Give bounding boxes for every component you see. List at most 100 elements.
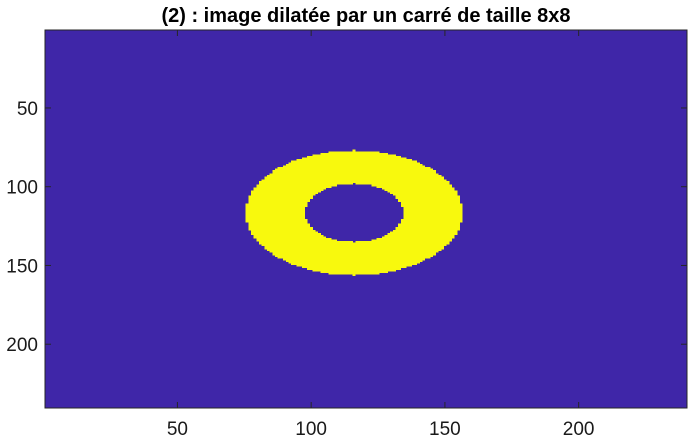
image-pixel bbox=[256, 204, 260, 207]
image-pixel bbox=[320, 237, 324, 240]
image-pixel bbox=[291, 184, 295, 187]
image-pixel bbox=[269, 217, 273, 220]
image-pixel bbox=[291, 250, 295, 253]
image-pixel bbox=[320, 239, 324, 242]
image-pixel bbox=[398, 233, 402, 236]
image-pixel bbox=[355, 182, 359, 185]
image-pixel bbox=[333, 248, 337, 251]
image-pixel bbox=[277, 255, 281, 258]
image-pixel bbox=[299, 168, 303, 171]
image-pixel bbox=[390, 255, 394, 258]
image-pixel bbox=[352, 159, 356, 162]
image-pixel bbox=[341, 163, 345, 166]
image-pixel bbox=[307, 160, 311, 163]
image-pixel bbox=[382, 168, 386, 171]
image-pixel bbox=[250, 225, 254, 228]
image-pixel bbox=[454, 222, 458, 225]
image-pixel bbox=[363, 242, 367, 245]
image-pixel bbox=[341, 269, 345, 272]
image-pixel bbox=[259, 225, 263, 228]
image-pixel bbox=[285, 168, 289, 171]
image-pixel bbox=[349, 156, 353, 158]
image-pixel bbox=[325, 159, 329, 162]
image-pixel bbox=[277, 190, 281, 193]
image-pixel bbox=[451, 233, 455, 236]
image-pixel bbox=[285, 176, 289, 179]
x-tick-label: 150 bbox=[429, 419, 461, 440]
image-pixel bbox=[285, 179, 289, 182]
image-pixel bbox=[288, 244, 292, 247]
image-pixel bbox=[259, 185, 263, 188]
image-pixel bbox=[250, 226, 254, 229]
image-pixel bbox=[293, 214, 297, 217]
image-pixel bbox=[341, 264, 345, 267]
image-pixel bbox=[403, 203, 407, 206]
image-pixel bbox=[424, 219, 428, 221]
image-pixel bbox=[304, 236, 308, 239]
image-pixel bbox=[315, 247, 319, 250]
image-pixel bbox=[301, 226, 305, 229]
image-pixel bbox=[411, 223, 415, 226]
image-pixel bbox=[406, 230, 410, 232]
image-pixel bbox=[269, 214, 273, 217]
image-pixel bbox=[398, 236, 402, 239]
image-pixel bbox=[299, 190, 303, 193]
image-pixel bbox=[390, 190, 394, 193]
image-pixel bbox=[456, 223, 460, 226]
image-pixel bbox=[288, 163, 292, 166]
image-pixel bbox=[325, 174, 329, 177]
image-pixel bbox=[427, 182, 431, 185]
image-pixel bbox=[293, 181, 297, 184]
image-pixel bbox=[325, 184, 329, 187]
image-pixel bbox=[264, 176, 268, 179]
image-pixel bbox=[363, 241, 367, 243]
image-pixel bbox=[323, 178, 327, 180]
image-pixel bbox=[416, 168, 420, 171]
image-pixel bbox=[430, 220, 434, 223]
image-pixel bbox=[288, 211, 292, 214]
image-pixel bbox=[368, 252, 372, 254]
image-pixel bbox=[392, 167, 396, 169]
image-pixel bbox=[323, 248, 327, 251]
image-pixel bbox=[259, 195, 263, 198]
image-pixel bbox=[280, 220, 284, 223]
image-pixel bbox=[280, 244, 284, 247]
image-pixel bbox=[414, 217, 418, 220]
image-pixel bbox=[379, 171, 383, 174]
image-pixel bbox=[333, 272, 337, 275]
image-pixel bbox=[419, 170, 423, 173]
image-pixel bbox=[406, 198, 410, 201]
image-pixel bbox=[328, 258, 332, 261]
image-pixel bbox=[379, 237, 383, 240]
image-pixel bbox=[414, 198, 418, 201]
image-pixel bbox=[376, 170, 380, 173]
image-pixel bbox=[368, 241, 372, 243]
image-pixel bbox=[277, 252, 281, 254]
image-pixel bbox=[320, 170, 324, 173]
image-pixel bbox=[395, 190, 399, 193]
image-pixel bbox=[424, 228, 428, 231]
image-pixel bbox=[448, 211, 452, 214]
image-pixel bbox=[250, 223, 254, 226]
image-pixel bbox=[398, 192, 402, 195]
image-pixel bbox=[422, 242, 426, 245]
image-pixel bbox=[406, 192, 410, 195]
image-pixel bbox=[387, 176, 391, 179]
image-pixel bbox=[267, 204, 271, 207]
image-pixel bbox=[309, 258, 313, 261]
image-pixel bbox=[253, 200, 257, 203]
image-pixel bbox=[267, 184, 271, 187]
image-pixel bbox=[414, 206, 418, 209]
image-pixel bbox=[456, 226, 460, 229]
image-pixel bbox=[312, 248, 316, 251]
image-pixel bbox=[371, 266, 375, 269]
image-pixel bbox=[432, 200, 436, 203]
image-pixel bbox=[416, 237, 420, 240]
image-pixel bbox=[403, 173, 407, 176]
axes-box bbox=[44, 29, 688, 409]
image-pixel bbox=[416, 190, 420, 193]
image-pixel bbox=[352, 162, 356, 165]
image-pixel bbox=[299, 259, 303, 262]
image-pixel bbox=[360, 259, 364, 262]
image-pixel bbox=[406, 189, 410, 191]
